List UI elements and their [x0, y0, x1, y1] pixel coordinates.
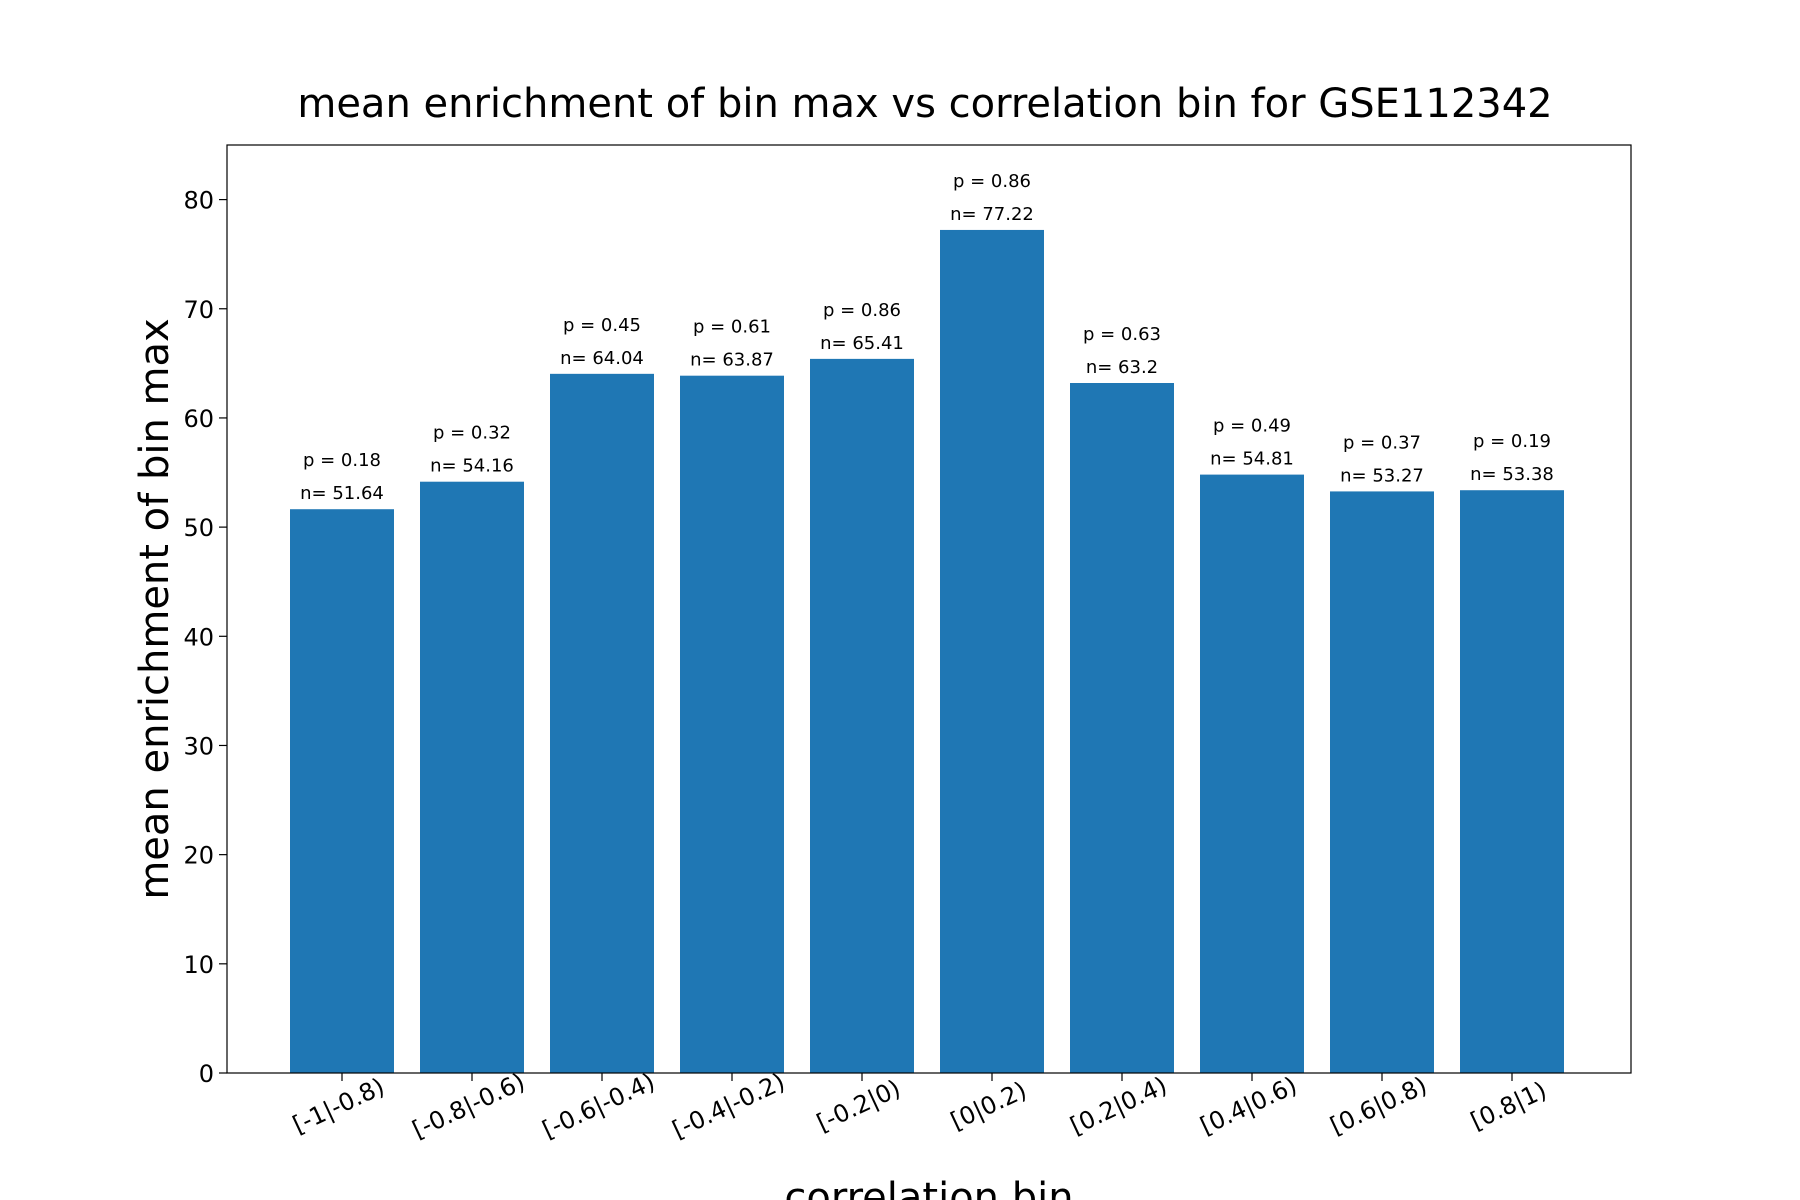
y-tick-label: 80	[183, 187, 214, 215]
x-tick-label: [-0.6|-0.4)	[538, 1068, 659, 1144]
y-tick-label: 20	[183, 842, 214, 870]
bar	[420, 481, 524, 1074]
plot-frame	[226, 144, 1632, 1074]
y-tick-label: 40	[183, 623, 214, 651]
bar-n-label: n= 51.64	[300, 483, 384, 504]
bar-p-label: p = 0.32	[433, 423, 511, 444]
bar	[680, 375, 784, 1073]
bar	[550, 373, 654, 1074]
bar-p-label: p = 0.45	[563, 315, 641, 336]
x-tick-label: [-1|-0.8)	[288, 1072, 388, 1139]
bar-p-label: p = 0.86	[953, 171, 1031, 192]
y-tick-label: 60	[183, 405, 214, 433]
bar-n-label: n= 54.81	[1210, 449, 1294, 470]
bar	[1200, 474, 1304, 1073]
bar	[1070, 383, 1174, 1073]
bar-n-label: n= 63.87	[690, 350, 774, 371]
bar-p-label: p = 0.37	[1343, 432, 1421, 453]
bar	[290, 509, 394, 1073]
bar	[1460, 490, 1564, 1073]
x-tick-label: [0.4|0.6)	[1196, 1071, 1301, 1140]
bar	[940, 229, 1044, 1073]
y-tick-label: 0	[199, 1060, 214, 1088]
x-axis-label: correlation bin	[784, 1175, 1073, 1200]
bar-p-label: p = 0.63	[1083, 324, 1161, 345]
y-tick-label: 10	[183, 951, 214, 979]
bar-p-label: p = 0.49	[1213, 416, 1291, 437]
bar-n-label: n= 64.04	[560, 348, 644, 369]
x-tick-label: [-0.8|-0.6)	[408, 1068, 529, 1144]
plot-area: 0 10 20 30 40 50 60 70 80 n= 51.64 p = 0.18 [-1|-0.…	[183, 171, 1564, 1144]
bar	[810, 358, 914, 1073]
x-tick-label: [-0.2|0)	[812, 1074, 904, 1137]
bar-n-label: n= 54.16	[430, 456, 514, 477]
y-tick-label: 30	[183, 732, 214, 760]
bar-n-label: n= 65.41	[820, 333, 904, 354]
x-tick-label: [0.8|1)	[1466, 1076, 1551, 1135]
x-tick-label: [-0.4|-0.2)	[668, 1068, 789, 1144]
bar-n-label: n= 53.27	[1340, 465, 1424, 486]
y-tick-label: 70	[183, 296, 214, 324]
x-tick-label: [0.2|0.4)	[1066, 1071, 1171, 1140]
bar-p-label: p = 0.18	[303, 450, 381, 471]
y-tick-label: 50	[183, 514, 214, 542]
chart-title: mean enrichment of bin max vs correlatio…	[297, 81, 1552, 127]
bar-p-label: p = 0.19	[1473, 431, 1551, 452]
bar-n-label: n= 53.38	[1470, 464, 1554, 485]
x-tick-label: [0.6|0.8)	[1326, 1071, 1431, 1140]
bar	[1330, 491, 1434, 1073]
bar-n-label: n= 63.2	[1086, 357, 1158, 378]
bar-n-label: n= 77.22	[950, 204, 1034, 225]
bar-p-label: p = 0.61	[693, 317, 771, 338]
y-axis-label: mean enrichment of bin max	[132, 318, 178, 899]
x-tick-label: [0|0.2)	[946, 1076, 1031, 1135]
bar-p-label: p = 0.86	[823, 300, 901, 321]
